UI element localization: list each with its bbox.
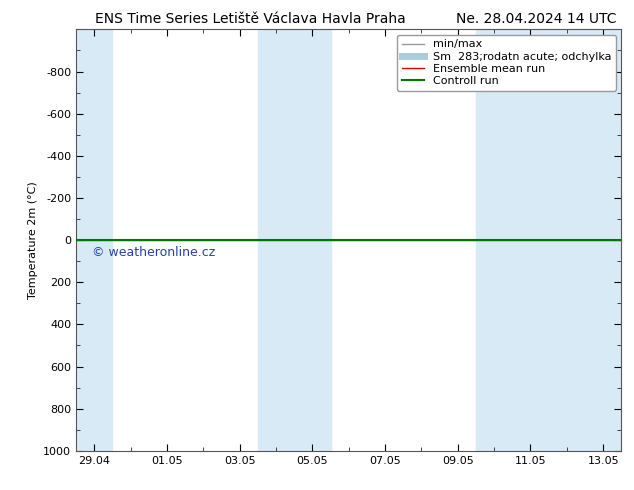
Bar	[476, 29, 621, 451]
Bar	[76, 29, 112, 451]
Legend: min/max, Sm  283;rodatn acute; odchylka, Ensemble mean run, Controll run: min/max, Sm 283;rodatn acute; odchylka, …	[398, 35, 616, 91]
Text: ENS Time Series Letiště Václava Havla Praha: ENS Time Series Letiště Václava Havla Pr…	[95, 12, 406, 26]
Text: © weatheronline.cz: © weatheronline.cz	[93, 246, 216, 259]
Y-axis label: Temperature 2m (°C): Temperature 2m (°C)	[28, 181, 37, 299]
Bar	[258, 29, 330, 451]
Text: Ne. 28.04.2024 14 UTC: Ne. 28.04.2024 14 UTC	[456, 12, 617, 26]
